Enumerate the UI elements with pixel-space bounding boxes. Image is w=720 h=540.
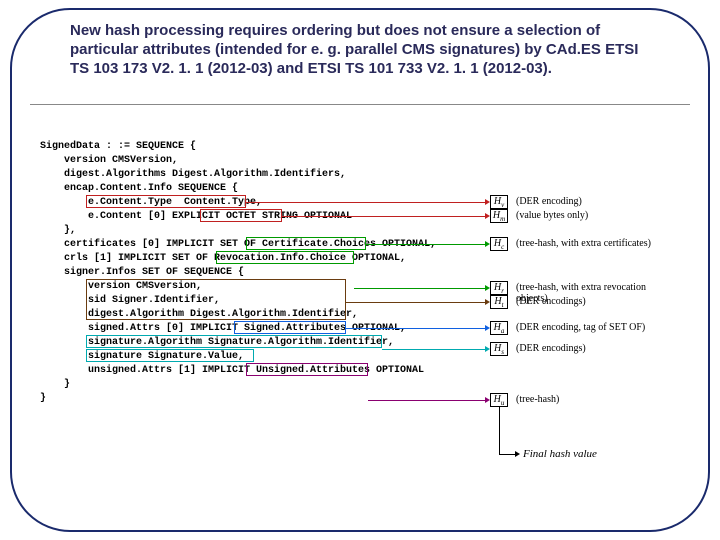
h-r-hash-box: Hr: [490, 281, 508, 295]
h-u-hash-box: Hu: [490, 393, 508, 407]
h-a-desc: (DER encoding, tag of SET OF): [516, 322, 645, 333]
final-arrowhead-icon: [515, 451, 520, 457]
h-a-hash-box: Ha: [490, 321, 508, 335]
h-t-arrow: [346, 302, 486, 303]
hl-revoc-choice: [216, 251, 354, 264]
hl-sig-algo: [86, 335, 382, 348]
hl-octet-string: [200, 209, 282, 222]
h-c-arrow: [366, 244, 486, 245]
h-m-hash-box: Hm: [490, 209, 508, 223]
title-underline: [30, 104, 690, 105]
h-v-arrow: [246, 202, 486, 203]
final-hash-label: Final hash value: [523, 448, 597, 460]
slide-title: New hash processing requires ordering bu…: [70, 22, 660, 78]
hl-signed-attrs: [234, 321, 346, 334]
h-u-arrow: [368, 400, 486, 401]
h-a-arrow: [346, 328, 486, 329]
h-t-hash-box: Ht: [490, 295, 508, 309]
h-t-desc: (DER encodings): [516, 296, 586, 307]
h-s-desc: (DER encodings): [516, 343, 586, 354]
h-s-hash-box: Hs: [490, 342, 508, 356]
h-s-arrow: [382, 349, 486, 350]
hl-content-type: [86, 195, 246, 208]
h-m-arrow: [282, 216, 486, 217]
hl-signer-block: [86, 279, 346, 320]
final-connector-vline: [499, 407, 500, 454]
h-c-desc: (tree-hash, with extra certificates): [516, 238, 651, 249]
hl-unsigned-attrs: [246, 363, 368, 376]
h-c-hash-box: Hc: [490, 237, 508, 251]
h-m-desc: (value bytes only): [516, 210, 588, 221]
asn1-diagram: SignedData : := SEQUENCE { version CMSVe…: [40, 140, 670, 500]
hl-sig-value: [86, 349, 254, 362]
hl-cert-choices: [246, 237, 366, 250]
h-u-desc: (tree-hash): [516, 394, 559, 405]
h-v-hash-box: Hv: [490, 195, 508, 209]
h-r-arrow: [354, 288, 486, 289]
final-connector-hline: [499, 454, 515, 455]
h-v-desc: (DER encoding): [516, 196, 582, 207]
